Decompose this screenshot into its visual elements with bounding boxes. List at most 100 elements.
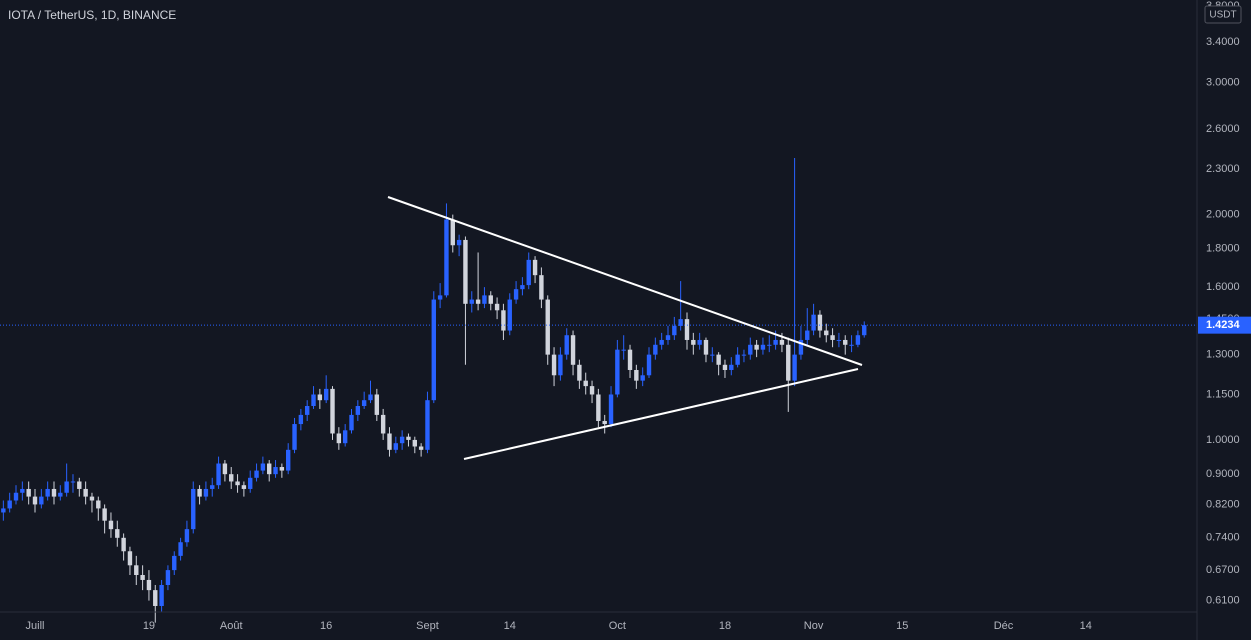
y-tick-label: 1.0000 bbox=[1206, 434, 1240, 446]
candle-body bbox=[83, 488, 88, 497]
y-tick-label: 3.0000 bbox=[1206, 77, 1240, 89]
candle-body bbox=[197, 488, 202, 497]
candle-body bbox=[286, 449, 291, 471]
y-tick-label: 0.7400 bbox=[1206, 532, 1240, 544]
candle-body bbox=[494, 303, 500, 311]
candle-body bbox=[13, 492, 19, 501]
x-tick-label: Nov bbox=[804, 620, 824, 632]
candle-body bbox=[469, 299, 474, 304]
candle-body bbox=[615, 349, 620, 395]
candle-body bbox=[634, 369, 639, 381]
candle-body bbox=[146, 579, 152, 591]
x-tick-label: 15 bbox=[896, 620, 908, 632]
candle-body bbox=[513, 289, 519, 300]
candle-body bbox=[361, 400, 367, 406]
trend-line-upper bbox=[387, 196, 863, 366]
candle-body bbox=[108, 520, 114, 530]
candle-body bbox=[843, 339, 848, 345]
candle-body bbox=[387, 433, 392, 450]
candle-body bbox=[51, 488, 57, 497]
candle-body bbox=[368, 394, 373, 401]
candle-body bbox=[735, 354, 740, 365]
x-tick-label: Juill bbox=[26, 620, 45, 632]
candle-body bbox=[608, 394, 614, 425]
candle-body bbox=[570, 335, 576, 365]
currency-box[interactable] bbox=[1204, 5, 1242, 24]
candle-body bbox=[463, 239, 468, 304]
candle-body bbox=[653, 344, 658, 355]
candle-body bbox=[583, 380, 588, 387]
candle-body bbox=[374, 394, 380, 415]
candle-body bbox=[691, 339, 696, 345]
candle-body bbox=[1, 508, 6, 513]
candle-body bbox=[621, 349, 626, 351]
candle-body bbox=[577, 364, 582, 381]
y-tick-label: 0.8200 bbox=[1206, 498, 1240, 510]
x-tick-label: Déc bbox=[994, 620, 1014, 632]
trend-line-lower bbox=[463, 368, 859, 460]
candle-body bbox=[140, 575, 145, 580]
candle-body bbox=[159, 585, 164, 606]
candle-body bbox=[70, 481, 76, 483]
x-tick-label: Sept bbox=[416, 620, 439, 632]
candle-body bbox=[121, 537, 126, 552]
x-tick-label: 19 bbox=[143, 620, 155, 632]
currency-label[interactable]: USDT bbox=[1209, 10, 1236, 21]
candle-body bbox=[710, 354, 715, 356]
candle-body bbox=[748, 344, 753, 355]
candle-body bbox=[526, 259, 531, 286]
candle-body bbox=[45, 488, 50, 497]
candle-body bbox=[279, 467, 285, 471]
candle-body bbox=[779, 339, 785, 345]
plot-area bbox=[0, 158, 1197, 623]
y-tick-label: 0.6100 bbox=[1206, 595, 1240, 607]
chart-title: IOTA / TetherUS, 1D, BINANCE bbox=[8, 8, 176, 22]
y-tick-label: 1.8000 bbox=[1206, 243, 1240, 255]
y-tick-label: 2.6000 bbox=[1206, 123, 1240, 135]
candle-body bbox=[248, 477, 253, 489]
candle-body bbox=[203, 488, 209, 497]
candle-body bbox=[134, 565, 139, 576]
candle-body bbox=[330, 388, 335, 434]
candle-body bbox=[191, 488, 196, 530]
last-price-label: 1.4234 bbox=[1206, 319, 1241, 331]
candle-body bbox=[678, 319, 683, 326]
y-tick-label: 1.6000 bbox=[1206, 281, 1240, 293]
candle-body bbox=[349, 414, 354, 431]
candle-body bbox=[178, 542, 183, 556]
y-tick-label: 0.6700 bbox=[1206, 564, 1240, 576]
candle-body bbox=[39, 496, 44, 505]
candle-body bbox=[342, 430, 348, 444]
candle-body bbox=[418, 446, 424, 450]
last-price-box bbox=[1198, 316, 1251, 334]
candle-body bbox=[602, 420, 607, 425]
y-tick-label: 2.0000 bbox=[1206, 208, 1240, 220]
candle-body bbox=[475, 299, 481, 304]
candle-body bbox=[849, 344, 854, 346]
y-tick-label: 1.3000 bbox=[1206, 349, 1240, 361]
candle-body bbox=[596, 394, 601, 421]
candle-body bbox=[684, 319, 690, 340]
candle-body bbox=[267, 463, 272, 475]
candle-body bbox=[722, 364, 728, 370]
candle-body bbox=[754, 344, 759, 350]
candle-body bbox=[235, 481, 240, 486]
y-tick-label: 0.9000 bbox=[1206, 468, 1240, 480]
candle-body bbox=[855, 335, 861, 345]
candle-body bbox=[444, 219, 449, 296]
candle-body bbox=[811, 314, 816, 331]
candle-body bbox=[532, 259, 538, 276]
candle-body bbox=[760, 344, 766, 350]
candle-body bbox=[425, 400, 430, 450]
candle-body bbox=[298, 414, 304, 425]
y-tick-label: 2.3000 bbox=[1206, 163, 1240, 175]
candle-body bbox=[665, 335, 671, 340]
candle-body bbox=[89, 496, 95, 501]
candle-body bbox=[355, 405, 361, 415]
candle-body bbox=[659, 339, 664, 345]
candle-body bbox=[805, 330, 810, 340]
candle-body bbox=[589, 386, 595, 395]
candle-body bbox=[222, 463, 228, 475]
